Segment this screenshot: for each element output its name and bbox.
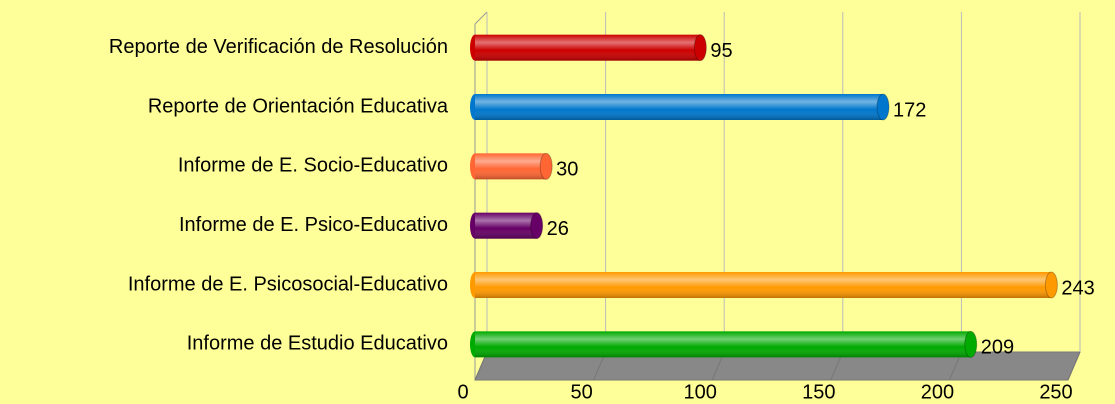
x-tick-label: 150: [802, 381, 835, 403]
bar-cap: [964, 330, 978, 358]
x-tick-label: 0: [457, 381, 468, 403]
value-label: 95: [710, 40, 732, 62]
bar-cap: [530, 212, 544, 240]
bar-shine: [475, 331, 971, 358]
x-tick-label: 50: [570, 381, 592, 403]
y-tick-label: Informe de E. Socio-Educativo: [178, 155, 448, 177]
bar-cap: [693, 34, 707, 62]
value-label: 30: [556, 159, 578, 181]
bar-shine: [475, 272, 1052, 298]
y-tick-label: Informe de E. Psico-Educativo: [179, 214, 448, 236]
value-label: 209: [981, 337, 1014, 359]
floor-grid-line: [1067, 351, 1081, 381]
x-tick-label: 250: [1039, 381, 1072, 403]
bar-cap: [876, 93, 890, 121]
x-tick-label: 100: [684, 381, 717, 403]
value-label: 243: [1061, 277, 1094, 299]
bar-shine: [475, 34, 701, 61]
value-label: 172: [893, 99, 926, 121]
y-tick-label: Reporte de Orientación Educativa: [148, 95, 449, 117]
x-tick-label: 200: [921, 381, 954, 403]
bar-shine: [475, 94, 883, 120]
y-tick-label: Reporte de Verificación de Resolución: [109, 36, 448, 58]
y-tick-label: Informe de Estudio Educativo: [187, 333, 448, 355]
left-wall-top: [474, 11, 488, 25]
bar-cap: [1044, 271, 1058, 299]
bar-shine: [475, 212, 537, 239]
value-label: 26: [547, 218, 569, 240]
y-tick-label: Informe de E. Psicosocial-Educativo: [128, 273, 448, 295]
bar-cap: [539, 152, 553, 180]
bar-shine: [475, 153, 547, 180]
